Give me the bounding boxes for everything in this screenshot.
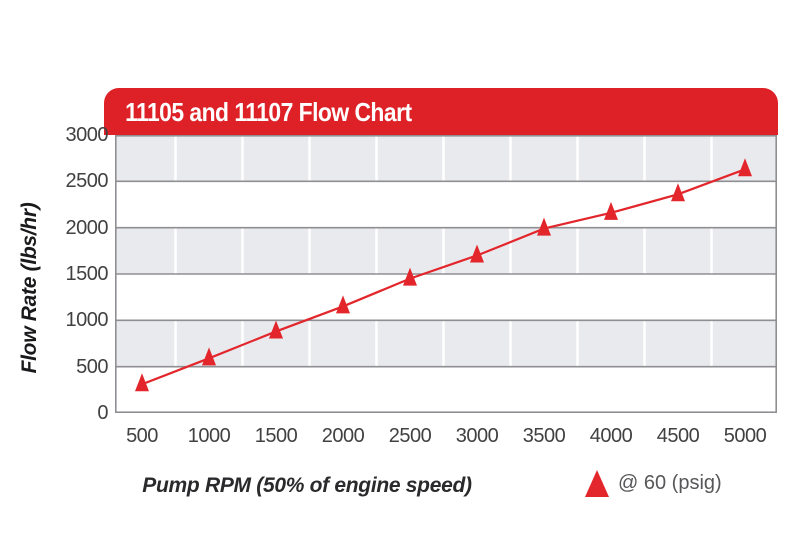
x-tick-label: 3500 bbox=[522, 425, 566, 447]
chart-title-bar: 11105 and 11107 Flow Chart bbox=[104, 88, 778, 135]
y-tick-label: 3000 bbox=[65, 124, 109, 146]
y-tick-label: 2000 bbox=[65, 216, 109, 239]
data-point-marker bbox=[537, 217, 551, 236]
x-tick-label: 3000 bbox=[455, 425, 499, 447]
chart-title: 11105 and 11107 Flow Chart bbox=[125, 97, 412, 127]
y-tick-label: 500 bbox=[76, 355, 108, 378]
data-point-marker bbox=[269, 320, 283, 339]
x-tick-label: 4000 bbox=[589, 425, 633, 447]
y-axis-title: Flow Rate (lbs/hr) bbox=[18, 202, 41, 374]
plot-border bbox=[115, 135, 778, 413]
legend-label: @ 60 (psig) bbox=[618, 472, 722, 494]
plot-area bbox=[115, 135, 778, 413]
gray-band bbox=[115, 135, 777, 182]
flow-line bbox=[141, 168, 746, 386]
flow-chart-card: 11105 and 11107 Flow Chart 3000 2500 2000 1… bbox=[66, 88, 778, 508]
x-tick-label: 1500 bbox=[254, 425, 298, 447]
x-tick-label: 4500 bbox=[656, 425, 700, 447]
y-tick-label: 1500 bbox=[65, 263, 109, 285]
data-point-marker bbox=[202, 347, 216, 366]
data-point-marker bbox=[604, 201, 618, 220]
data-point-marker bbox=[135, 373, 149, 392]
data-point-marker bbox=[336, 295, 350, 314]
x-tick-label: 500 bbox=[126, 425, 158, 447]
data-point-marker bbox=[470, 244, 484, 263]
x-tick-label: 5000 bbox=[723, 425, 767, 447]
data-point-marker bbox=[738, 158, 752, 177]
data-point-marker bbox=[671, 183, 685, 202]
flow-chart-svg bbox=[115, 135, 778, 413]
y-tick-label: 1000 bbox=[65, 309, 109, 332]
x-tick-label: 2000 bbox=[321, 425, 365, 447]
x-tick-label: 1000 bbox=[187, 425, 231, 447]
data-point-marker bbox=[403, 267, 417, 286]
x-axis-title: Pump RPM (50% of engine speed) bbox=[142, 474, 472, 497]
x-tick-label: 2500 bbox=[388, 425, 432, 447]
legend: @ 60 (psig) bbox=[585, 470, 722, 497]
y-tick-label: 2500 bbox=[65, 170, 109, 193]
gray-band bbox=[115, 320, 777, 367]
triangle-marker-icon bbox=[585, 470, 609, 497]
y-tick-label: 0 bbox=[97, 402, 108, 424]
